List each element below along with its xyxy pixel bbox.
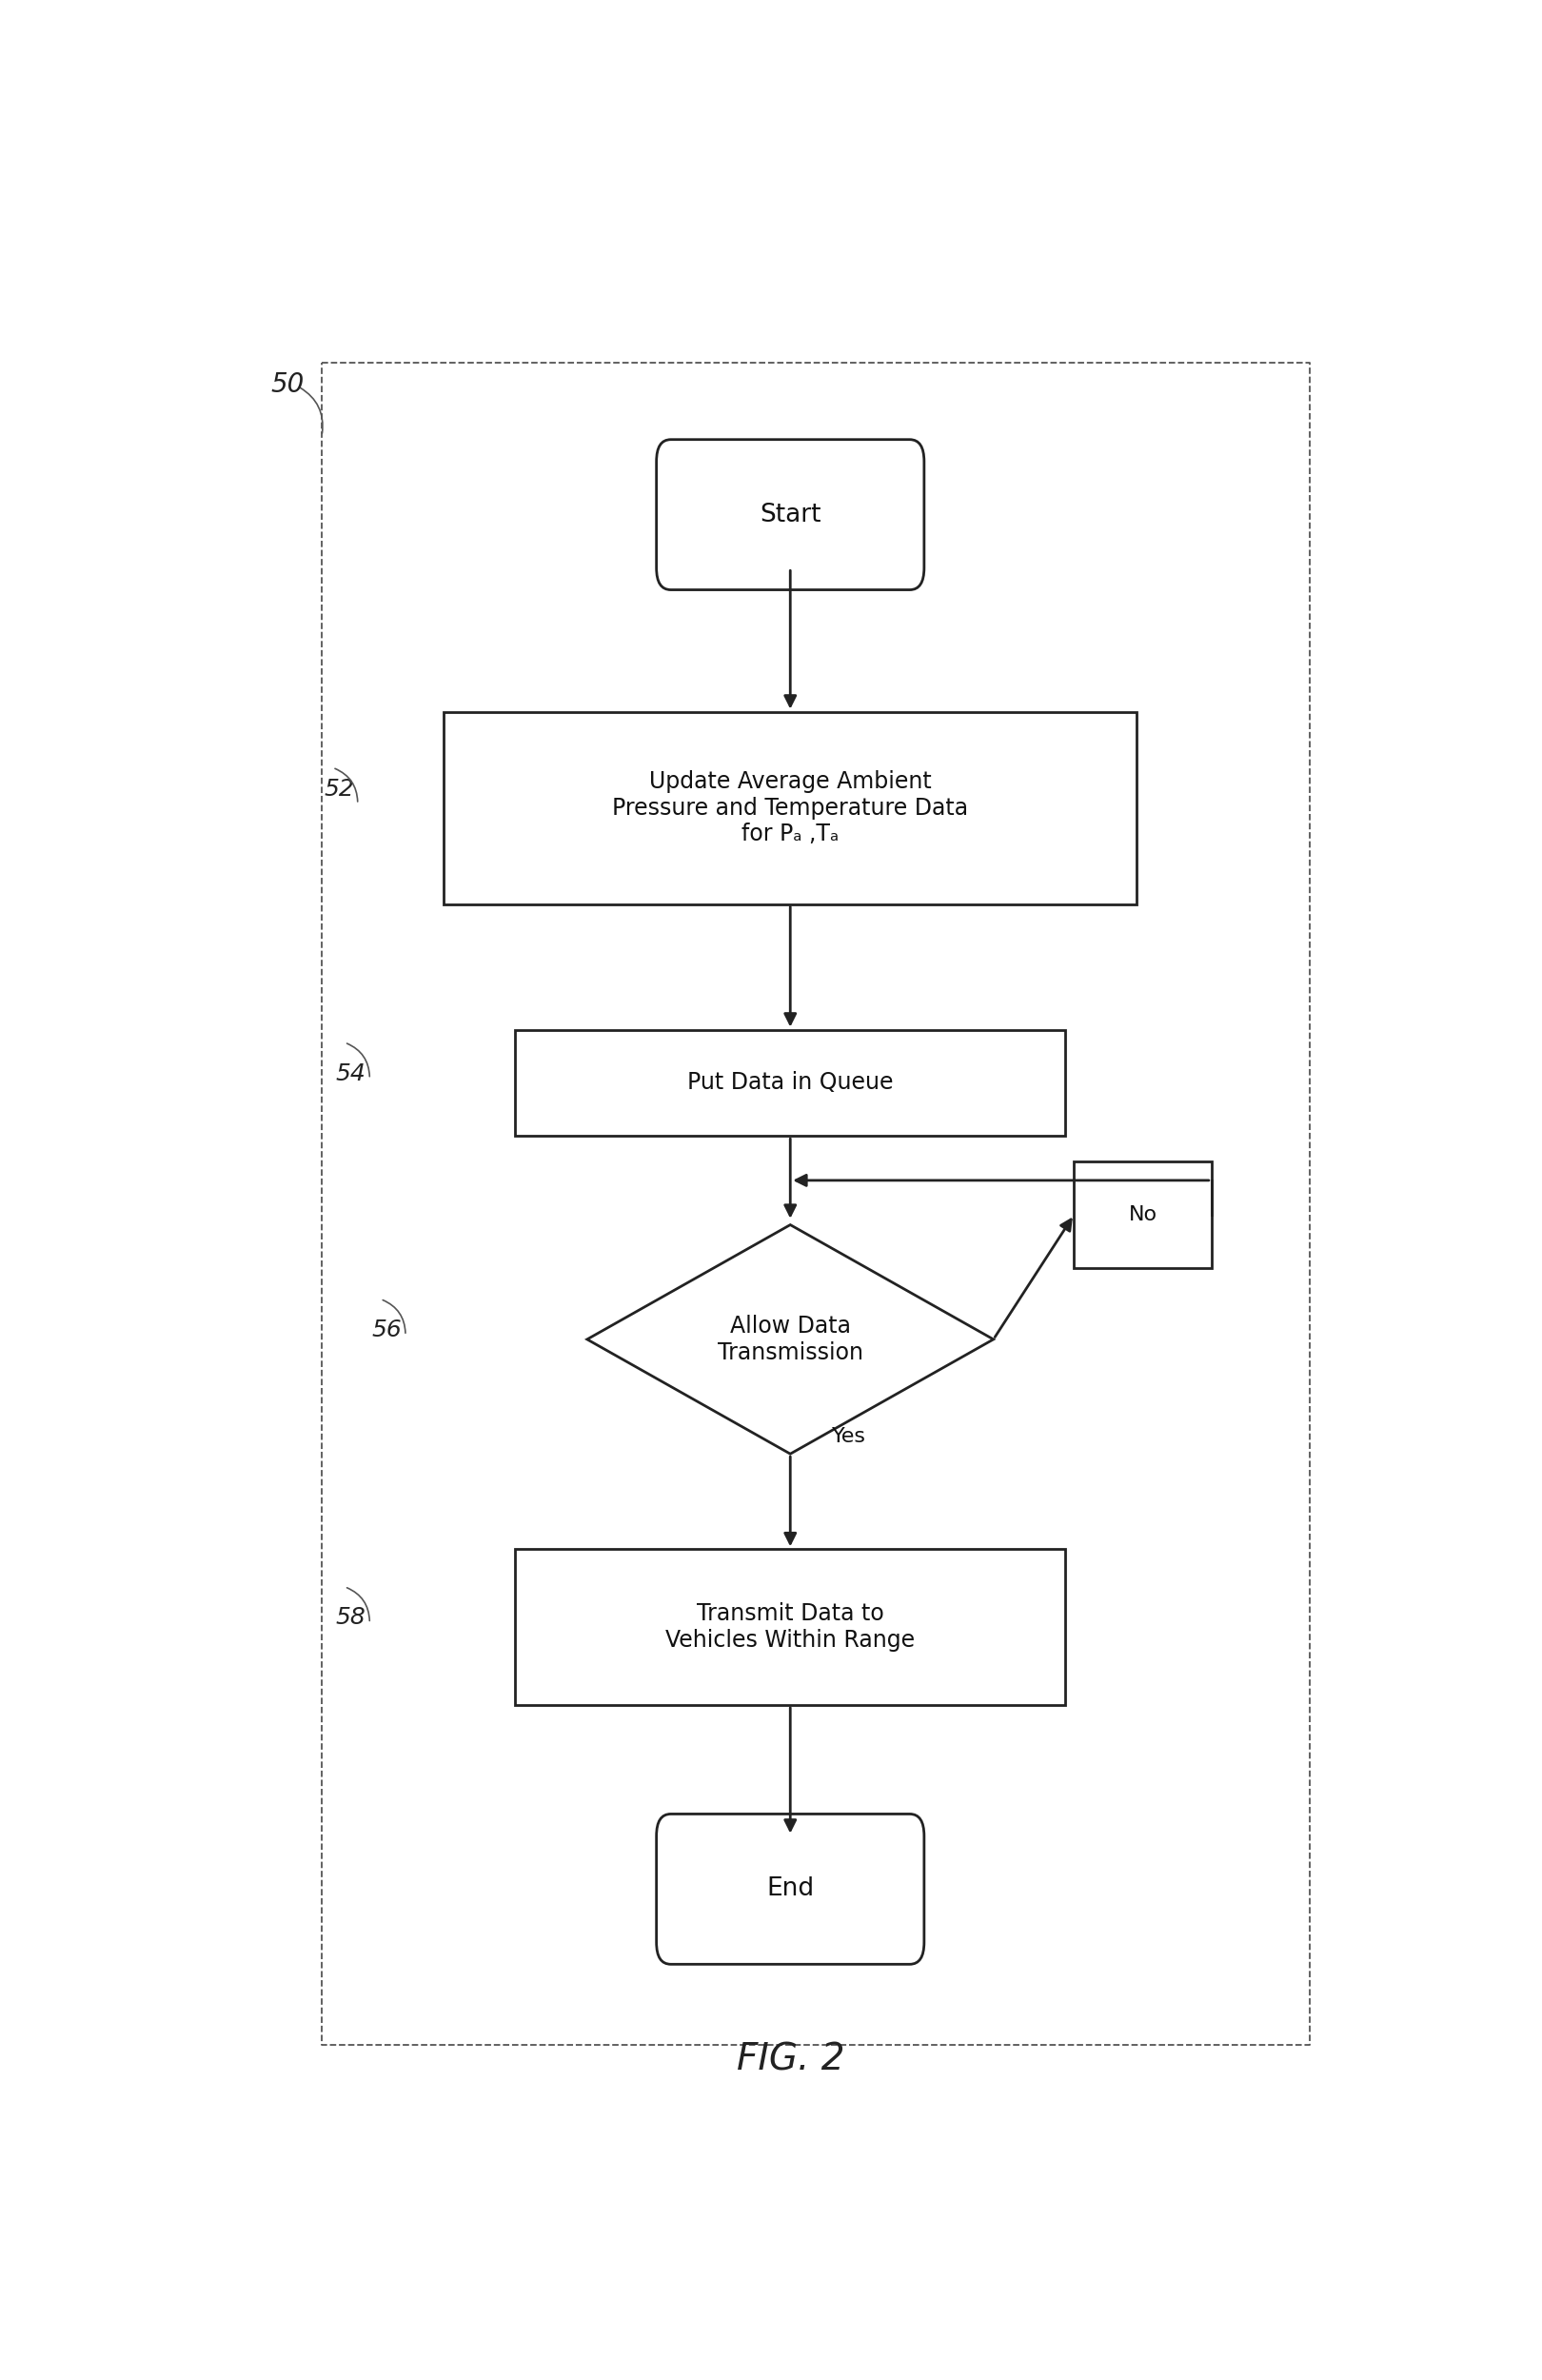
FancyBboxPatch shape	[1075, 1161, 1212, 1269]
FancyBboxPatch shape	[444, 712, 1136, 904]
Text: 58: 58	[336, 1606, 365, 1630]
FancyBboxPatch shape	[515, 1549, 1066, 1704]
Text: Start: Start	[760, 502, 820, 526]
Text: Update Average Ambient
Pressure and Temperature Data
for Pₐ ,Tₐ: Update Average Ambient Pressure and Temp…	[612, 771, 968, 845]
FancyBboxPatch shape	[657, 1814, 924, 1964]
Text: End: End	[766, 1878, 814, 1902]
Text: 52: 52	[324, 778, 355, 802]
Text: No: No	[1129, 1204, 1156, 1223]
Text: Transmit Data to
Vehicles Within Range: Transmit Data to Vehicles Within Range	[666, 1602, 914, 1652]
FancyBboxPatch shape	[515, 1031, 1066, 1135]
Text: 54: 54	[336, 1061, 365, 1085]
Text: FIG. 2: FIG. 2	[736, 2042, 845, 2078]
FancyBboxPatch shape	[657, 440, 924, 590]
Text: Yes: Yes	[833, 1428, 867, 1447]
Text: Allow Data
Transmission: Allow Data Transmission	[717, 1314, 864, 1364]
Polygon shape	[588, 1226, 993, 1454]
Text: 56: 56	[372, 1319, 402, 1342]
Text: Put Data in Queue: Put Data in Queue	[688, 1071, 893, 1095]
Text: 50: 50	[270, 371, 304, 397]
